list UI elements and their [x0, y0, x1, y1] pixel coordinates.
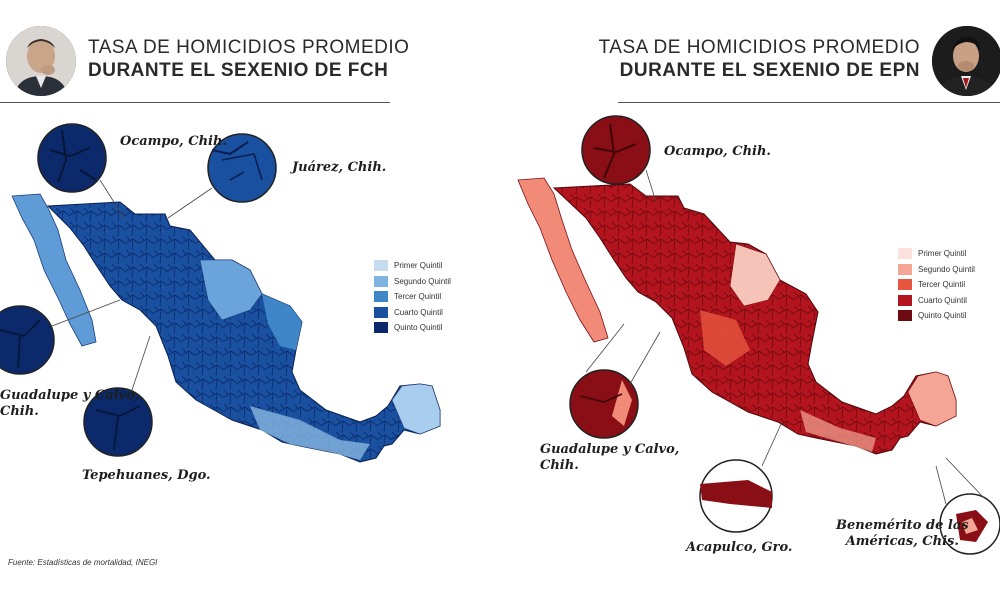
- fch-callout-guadalupe-label: Guadalupe y Calvo, Chih.: [0, 388, 140, 419]
- fch-legend-swatch-5: [374, 322, 388, 334]
- epn-callout-benemerito-label: Benemérito de las Américas, Chis.: [836, 518, 969, 549]
- fch-legend: Primer Quintil Segundo Quintil Tercer Qu…: [374, 258, 451, 336]
- epn-legend-item-4: Cuarto Quintil: [898, 293, 975, 309]
- fch-legend-swatch-1: [374, 260, 388, 272]
- epn-legend-swatch-4: [898, 294, 912, 306]
- epn-panel: TASA DE HOMICIDIOS PROMEDIO DURANTE EL S…: [500, 0, 1000, 600]
- fch-divider: [0, 102, 390, 103]
- fch-legend-label-2: Segundo Quintil: [394, 276, 451, 286]
- fch-callout-tepehuanes-circle: [83, 335, 153, 457]
- epn-legend-swatch-3: [898, 279, 912, 291]
- epn-callout-guadalupe-circle: [569, 323, 661, 439]
- fch-legend-item-3: Tercer Quintil: [374, 289, 451, 305]
- fch-callout-juarez-label: Juárez, Chih.: [292, 160, 387, 175]
- epn-callout-ocampo-circle: [581, 115, 657, 203]
- fch-legend-swatch-4: [374, 306, 388, 318]
- epn-callout-guadalupe-label: Guadalupe y Calvo, Chih.: [540, 442, 680, 473]
- fch-title-line1: TASA DE HOMICIDIOS PROMEDIO: [88, 37, 410, 58]
- fch-northeast-light: [199, 259, 263, 321]
- fch-gulf-coast: [262, 294, 302, 350]
- epn-portrait: [932, 26, 1000, 96]
- epn-title: TASA DE HOMICIDIOS PROMEDIO DURANTE EL S…: [599, 36, 920, 82]
- epn-legend-swatch-5: [898, 310, 912, 322]
- epn-title-line2: DURANTE EL SEXENIO DE EPN: [619, 60, 920, 81]
- fch-legend-label-1: Primer Quintil: [394, 261, 443, 271]
- fch-south-light: [250, 406, 370, 460]
- fch-panel: TASA DE HOMICIDIOS PROMEDIO DURANTE EL S…: [0, 26, 451, 567]
- epn-legend-swatch-2: [898, 263, 912, 275]
- epn-south-light: [800, 410, 876, 452]
- fch-legend-swatch-3: [374, 291, 388, 303]
- fch-yucatan: [391, 383, 441, 435]
- epn-baja-california: [517, 177, 609, 343]
- epn-central-mid: [700, 310, 750, 366]
- source-note: Fuente: Estadísticas de mortalidad, INEG…: [8, 558, 158, 567]
- epn-callout-acapulco-label: Acapulco, Gro.: [686, 540, 793, 555]
- epn-legend-label-3: Tercer Quintil: [918, 280, 966, 290]
- epn-yucatan: [907, 371, 957, 427]
- fch-legend-item-1: Primer Quintil: [374, 258, 451, 274]
- fch-map: [0, 123, 441, 463]
- fch-portrait: [6, 26, 76, 96]
- epn-callout-benemerito-circle: [935, 457, 1000, 555]
- fch-baja-california: [11, 193, 97, 347]
- epn-legend-label-4: Cuarto Quintil: [918, 295, 967, 305]
- fch-legend-label-5: Quinto Quintil: [394, 323, 443, 333]
- epn-legend-swatch-1: [898, 248, 912, 260]
- epn-callout-ocampo-label: Ocampo, Chih.: [664, 144, 771, 159]
- fch-callout-ocampo-circle: [37, 123, 125, 219]
- epn-title-line1: TASA DE HOMICIDIOS PROMEDIO: [598, 37, 920, 58]
- fch-legend-swatch-2: [374, 275, 388, 287]
- epn-legend-label-1: Primer Quintil: [918, 249, 967, 259]
- fch-callout-tepehuanes-label: Tepehuanes, Dgo.: [82, 468, 211, 483]
- fch-legend-label-4: Cuarto Quintil: [394, 307, 443, 317]
- fch-title-line2: DURANTE EL SEXENIO DE FCH: [88, 60, 389, 81]
- fch-legend-label-3: Tercer Quintil: [394, 292, 442, 302]
- fch-callout-guadalupe-circle: [0, 299, 121, 375]
- fch-legend-item-4: Cuarto Quintil: [374, 305, 451, 321]
- epn-legend-item-3: Tercer Quintil: [898, 277, 975, 293]
- epn-legend-item-1: Primer Quintil: [898, 246, 975, 262]
- fch-legend-item-2: Segundo Quintil: [374, 274, 451, 290]
- fch-callout-ocampo-label: Ocampo, Chih.: [120, 134, 227, 149]
- epn-legend-label-5: Quinto Quintil: [918, 311, 967, 321]
- epn-legend-item-2: Segundo Quintil: [898, 262, 975, 278]
- epn-map: [517, 115, 1000, 555]
- epn-northeast-light: [729, 243, 781, 307]
- epn-legend-label-2: Segundo Quintil: [918, 264, 975, 274]
- epn-legend-item-5: Quinto Quintil: [898, 308, 975, 324]
- epn-callout-acapulco-circle: [699, 421, 783, 533]
- fch-title: TASA DE HOMICIDIOS PROMEDIO DURANTE EL S…: [88, 36, 409, 82]
- fch-legend-item-5: Quinto Quintil: [374, 320, 451, 336]
- fch-callout-juarez-circle: [167, 133, 277, 219]
- epn-divider: [618, 102, 1000, 103]
- epn-legend: Primer Quintil Segundo Quintil Tercer Qu…: [898, 246, 975, 324]
